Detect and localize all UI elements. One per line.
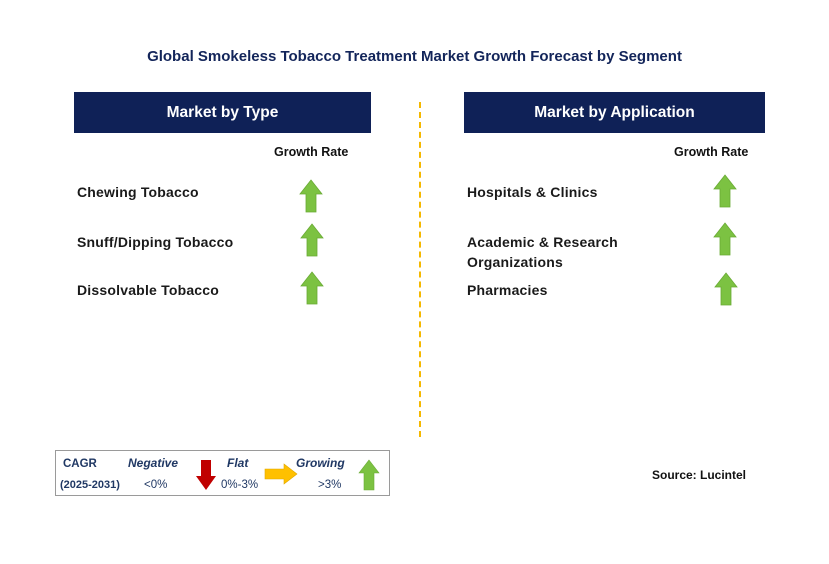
legend-years: (2025-2031) <box>60 479 120 491</box>
legend-negative-label: Negative <box>128 456 179 470</box>
down-arrow-icon <box>196 460 216 490</box>
panel-divider <box>419 102 421 437</box>
source-label: Source: Lucintel <box>652 468 747 482</box>
application-item-label-line2: Organizations <box>467 254 563 270</box>
up-arrow-icon <box>299 179 323 213</box>
application-item-label: Hospitals & Clinics <box>467 184 598 200</box>
chart-title: Global Smokeless Tobacco Treatment Marke… <box>147 48 682 65</box>
growth-rate-label-type: Growth Rate <box>274 145 349 159</box>
market-by-type-header: Market by Type <box>74 92 371 133</box>
legend-growing-range: >3% <box>318 479 342 491</box>
right-arrow-icon <box>264 463 298 485</box>
legend-flat-range: 0%-3% <box>221 479 259 491</box>
up-arrow-icon <box>300 271 324 305</box>
up-arrow-icon <box>714 272 738 306</box>
cagr-legend: CAGR (2025-2031) Negative <0% Flat 0%-3%… <box>55 450 390 496</box>
growth-rate-label-application: Growth Rate <box>674 145 749 159</box>
legend-growing-label: Growing <box>296 456 345 470</box>
application-item-label: Academic & Research <box>467 234 618 250</box>
legend-negative-range: <0% <box>144 479 168 491</box>
up-arrow-icon <box>358 459 380 491</box>
type-item-label: Chewing Tobacco <box>77 184 199 200</box>
type-item-label: Dissolvable Tobacco <box>77 282 220 298</box>
up-arrow-icon <box>713 174 737 208</box>
up-arrow-icon <box>713 222 737 256</box>
type-item-label: Snuff/Dipping Tobacco <box>77 234 234 250</box>
legend-cagr-label: CAGR <box>63 458 97 470</box>
application-item-label: Pharmacies <box>467 282 548 298</box>
legend-flat-label: Flat <box>227 456 249 470</box>
up-arrow-icon <box>300 223 324 257</box>
market-by-application-header: Market by Application <box>464 92 765 133</box>
